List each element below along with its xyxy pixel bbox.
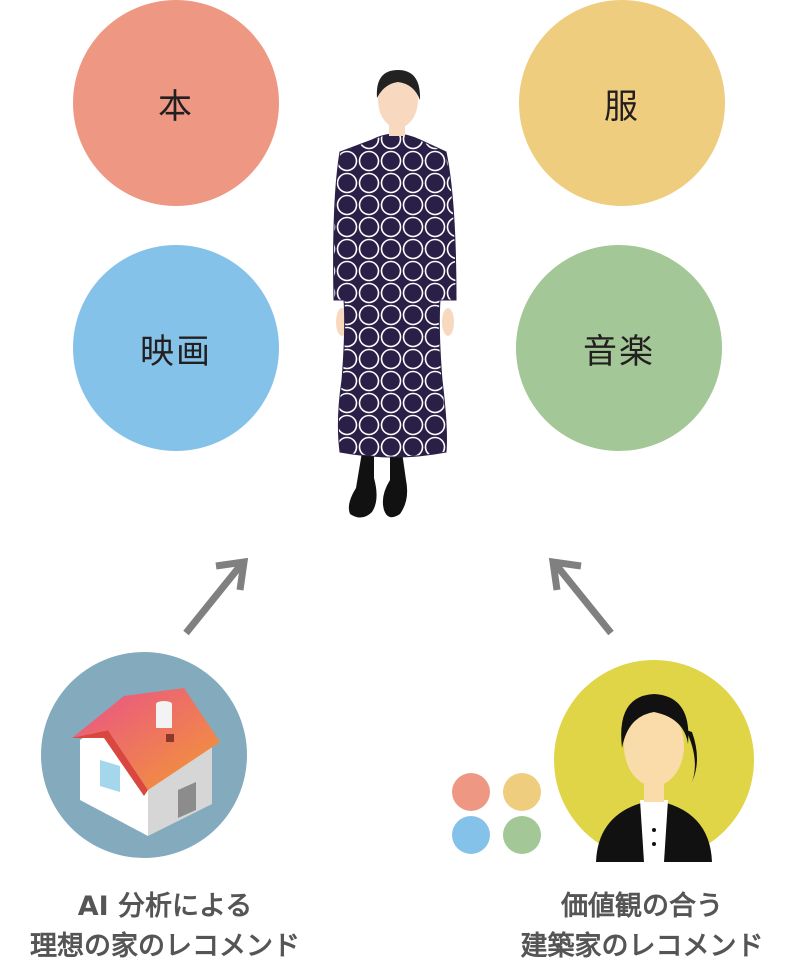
category-label-clothes: 服 — [604, 86, 640, 127]
arrow-up-left-icon — [548, 557, 614, 636]
caption-architect-line1: 価値観の合う — [561, 891, 723, 922]
category-label-movie: 映画 — [140, 331, 212, 372]
category-dots-icon — [452, 773, 541, 854]
caption-ai-line1: AI 分析による — [77, 891, 253, 922]
category-circle-music: 音楽 — [516, 245, 722, 451]
arrow-up-right-icon — [183, 557, 249, 636]
caption-architect: 価値観の合う 建築家のレコメンド — [486, 887, 798, 967]
caption-architect-line2: 建築家のレコメンド — [520, 931, 764, 962]
house-icon — [41, 652, 247, 858]
architect-avatar-icon — [554, 660, 754, 862]
category-circle-movie: 映画 — [73, 245, 279, 451]
category-circle-book: 本 — [73, 0, 279, 206]
caption-ai-analysis: AI 分析による 理想の家のレコメンド — [0, 887, 330, 967]
category-circle-clothes: 服 — [519, 0, 725, 206]
woman-in-dotted-dress-icon — [333, 70, 457, 518]
caption-ai-line2: 理想の家のレコメンド — [30, 931, 300, 962]
category-label-book: 本 — [158, 86, 194, 127]
category-label-music: 音楽 — [583, 331, 655, 372]
